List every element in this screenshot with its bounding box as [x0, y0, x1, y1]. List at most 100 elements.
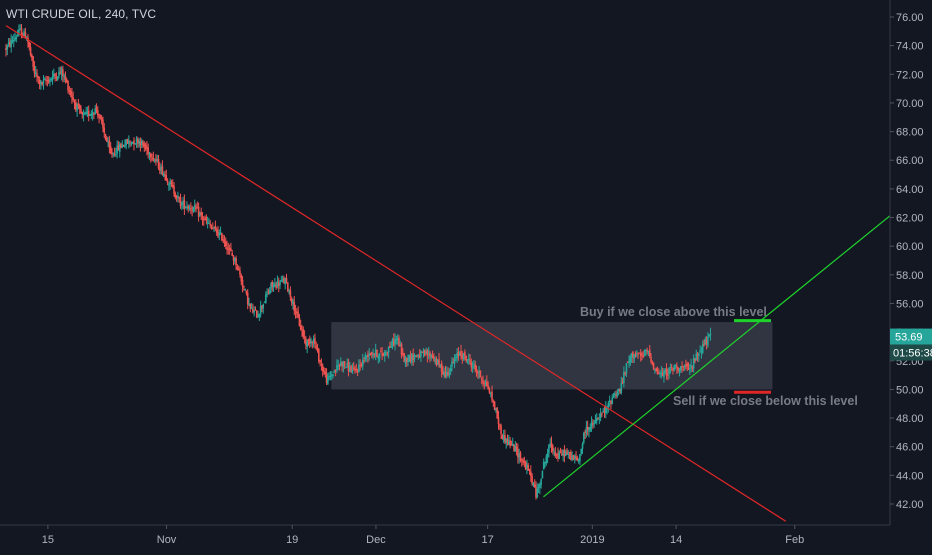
candle-body	[239, 270, 241, 274]
candle-body	[689, 368, 691, 369]
candle-body	[548, 445, 550, 453]
candle-body	[247, 293, 249, 304]
candle-body	[168, 185, 170, 186]
candle-body	[110, 146, 112, 153]
candle-body	[44, 79, 46, 80]
candle-body	[265, 294, 267, 302]
candle-body	[171, 183, 173, 185]
candle-body	[220, 232, 222, 233]
time-axis-label: 14	[670, 534, 682, 546]
candle-body	[231, 253, 233, 256]
price-axis-label: 56.00	[896, 298, 924, 310]
candle-body	[34, 66, 36, 73]
candle-body	[575, 457, 577, 458]
candle-body	[96, 107, 98, 109]
candle-body	[493, 401, 495, 402]
candle-body	[150, 153, 152, 157]
candle-body	[698, 353, 700, 356]
candle-body	[43, 80, 45, 83]
time-axis-label: Feb	[785, 534, 804, 546]
candle-body	[62, 70, 64, 76]
candle-body	[555, 452, 557, 456]
candle-body	[81, 112, 83, 115]
candle-body	[158, 159, 160, 168]
candle-body	[318, 349, 320, 361]
candle-body	[617, 392, 619, 395]
candle-body	[703, 345, 705, 346]
candle-body	[614, 394, 616, 396]
candle-body	[626, 363, 628, 373]
candle-body	[16, 37, 18, 39]
candle-body	[315, 346, 317, 348]
candle-body	[190, 208, 192, 209]
candle-body	[71, 94, 73, 98]
candle-body	[244, 289, 246, 290]
candle-body	[636, 354, 638, 355]
candle-body	[327, 376, 329, 384]
price-axis-label: 64.00	[896, 184, 924, 196]
candle-body	[54, 74, 56, 76]
time-axis-label: 17	[482, 534, 494, 546]
candle-body	[591, 422, 593, 426]
candle-body	[165, 175, 167, 181]
candle-body	[28, 42, 30, 47]
candle-body	[180, 197, 182, 206]
candle-body	[644, 354, 646, 355]
candle-body	[588, 431, 590, 432]
candle-body	[599, 419, 601, 420]
candle-body	[589, 427, 591, 430]
candle-body	[67, 81, 69, 90]
last-price-value: 53.69	[895, 332, 923, 344]
candle-body	[583, 433, 585, 442]
candle-body	[481, 379, 483, 380]
candle-body	[230, 248, 232, 251]
candle-body	[269, 290, 271, 294]
candle-body	[536, 488, 538, 497]
price-axis-label: 76.00	[896, 12, 924, 24]
candle-body	[262, 304, 264, 308]
candle-body	[496, 408, 498, 419]
candle-body	[580, 449, 582, 454]
candle-body	[567, 453, 569, 455]
candle-body	[641, 354, 643, 355]
candle-body	[200, 212, 202, 215]
candle-body	[115, 154, 117, 155]
price-axis-label: 72.00	[896, 69, 924, 81]
candle-body	[560, 451, 562, 452]
candle-body	[300, 326, 302, 330]
candle-body	[650, 357, 652, 362]
candle-body	[281, 280, 283, 282]
candle-body	[673, 365, 675, 370]
candle-body	[552, 446, 554, 452]
candle-body	[330, 376, 332, 377]
candle-body	[624, 373, 626, 374]
candle-body	[167, 181, 169, 183]
candle-body	[358, 365, 360, 372]
candle-body	[322, 365, 324, 371]
candle-body	[306, 341, 308, 347]
candle-body	[406, 358, 408, 362]
price-axis-label: 60.00	[896, 241, 924, 253]
candle-body	[365, 355, 367, 359]
buy-level-label: Buy if we close above this level	[580, 305, 767, 319]
candle-body	[558, 452, 560, 459]
candle-body	[243, 286, 245, 287]
candle-body	[708, 334, 710, 336]
candle-body	[30, 47, 32, 55]
candle-body	[259, 314, 261, 317]
candle-body	[707, 337, 709, 346]
candle-body	[221, 233, 223, 240]
candle-body	[162, 166, 164, 174]
candle-body	[102, 120, 104, 128]
candle-body	[38, 76, 40, 78]
candle-body	[70, 91, 72, 95]
downtrend-trendline[interactable]	[6, 26, 786, 522]
candle-body	[390, 347, 392, 348]
candle-body	[635, 354, 637, 355]
candle-body	[487, 385, 489, 389]
candle-body	[530, 471, 532, 475]
candle-body	[332, 375, 334, 376]
candle-body	[467, 361, 469, 363]
